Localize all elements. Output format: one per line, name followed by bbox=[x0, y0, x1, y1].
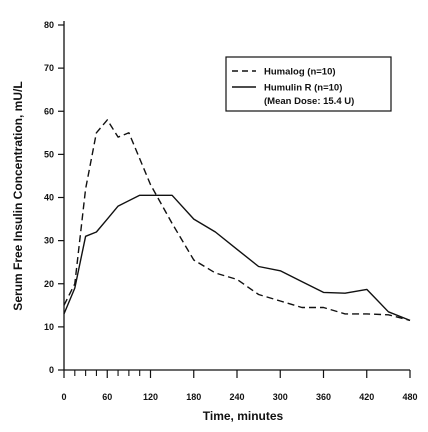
legend-label-humalog: Humalog (n=10) bbox=[264, 67, 336, 78]
legend-note-mean-dose: (Mean Dose: 15.4 U) bbox=[264, 96, 354, 107]
series-line-humulin bbox=[63, 194, 411, 322]
y-tick-label: 10 bbox=[44, 322, 54, 332]
x-tick-label: 180 bbox=[186, 392, 201, 402]
x-tick-label: 60 bbox=[102, 392, 112, 402]
x-tick-label: 240 bbox=[229, 392, 244, 402]
y-tick-label: 30 bbox=[44, 236, 54, 246]
x-tick-label: 120 bbox=[143, 392, 158, 402]
legend: Humalog (n=10) Humulin R (n=10) (Mean Do… bbox=[225, 56, 392, 112]
legend-box bbox=[225, 56, 392, 112]
y-tick-label: 60 bbox=[44, 106, 54, 116]
y-tick-label: 20 bbox=[44, 279, 54, 289]
x-axis: 0 60 120 180 240 300 360 420 480 bbox=[61, 369, 418, 402]
y-tick-label: 40 bbox=[44, 193, 54, 203]
series-layer bbox=[63, 119, 411, 322]
y-tick-label: 70 bbox=[44, 63, 54, 73]
x-tick-label: 300 bbox=[273, 392, 288, 402]
x-tick-label: 480 bbox=[402, 392, 417, 402]
y-tick-label: 50 bbox=[44, 149, 54, 159]
y-tick-label: 80 bbox=[44, 20, 54, 30]
series-line-humalog bbox=[63, 119, 411, 322]
x-axis-title: Time, minutes bbox=[203, 409, 284, 423]
y-axis: 0 10 20 30 40 50 60 70 80 bbox=[44, 20, 65, 375]
y-tick-label: 0 bbox=[49, 365, 54, 375]
legend-label-humulin: Humulin R (n=10) bbox=[264, 83, 342, 94]
y-axis-title: Serum Free Insulin Concentration, mU/L bbox=[11, 81, 25, 310]
x-tick-label: 360 bbox=[316, 392, 331, 402]
x-tick-label: 420 bbox=[359, 392, 374, 402]
x-tick-label: 0 bbox=[61, 392, 66, 402]
